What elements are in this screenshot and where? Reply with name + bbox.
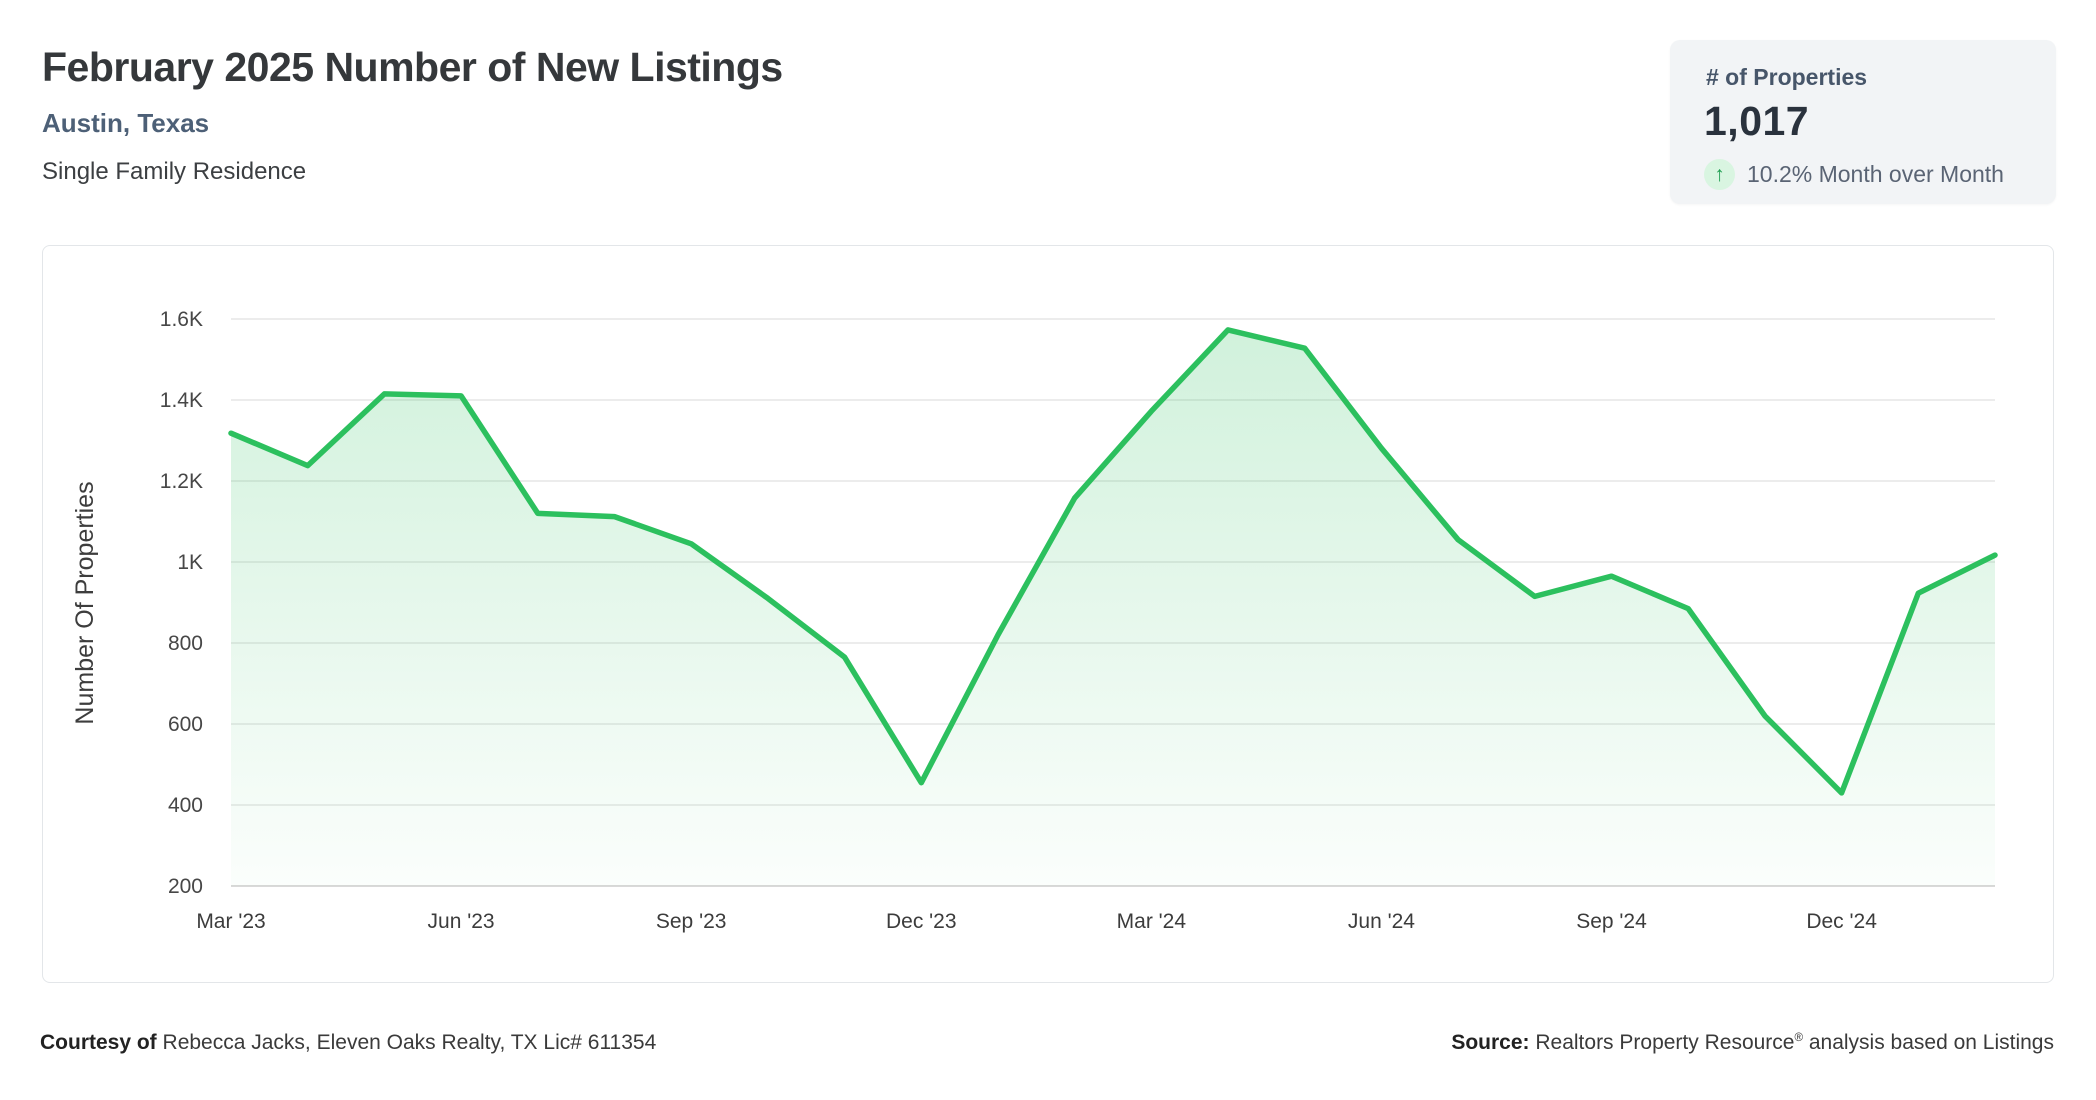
stat-label: # of Properties [1706, 64, 1868, 90]
y-tick-label: 1.2K [160, 470, 203, 493]
registered-mark: ® [1794, 1032, 1803, 1044]
x-tick-label: Mar '23 [196, 910, 265, 933]
series-area [231, 329, 1995, 886]
x-tick-label: Jun '24 [1348, 910, 1415, 933]
y-tick-label: 800 [168, 632, 203, 655]
x-tick-label: Sep '23 [656, 910, 727, 933]
stat-change-row: ↑ 10.2% Month over Month [1704, 159, 2004, 190]
y-axis-title: Number Of Properties [71, 481, 99, 724]
listings-line-chart: 200 400 600 800 1K 1.2K 1.4K 1.6K Mar '23 Jun '23… [71, 308, 1998, 933]
axis-labels: 200 400 600 800 1K 1.2K 1.4K 1.6K Mar '23 Jun '23… [160, 308, 1877, 933]
series-line [228, 327, 1998, 796]
source-label: Source: [1451, 1031, 1530, 1054]
y-tick-label: 200 [168, 875, 203, 898]
x-tick-label: Dec '24 [1806, 910, 1877, 933]
series-layer [228, 327, 1998, 886]
x-tick-label: Dec '23 [886, 910, 957, 933]
stat-change-text: 10.2% Month over Month [1747, 161, 2004, 187]
source-text: Realtors Property Resource [1529, 1031, 1795, 1054]
y-tick-label: 400 [168, 794, 203, 817]
property-type-subtitle: Single Family Residence [42, 158, 307, 185]
x-tick-label: Sep '24 [1576, 910, 1647, 933]
footer-source: Source: Realtors Property Resource® anal… [1451, 1031, 2054, 1055]
page-title: February 2025 Number of New Listings [42, 44, 783, 90]
y-tick-label: 1K [177, 551, 203, 574]
y-tick-label: 600 [168, 713, 203, 736]
properties-stat-card: # of Properties 1,017 ↑ 10.2% Month over… [1670, 40, 2056, 204]
location-subtitle: Austin, Texas [42, 108, 210, 138]
source-text-2: analysis based on Listings [1803, 1031, 2054, 1054]
y-tick-label: 1.4K [160, 389, 203, 412]
x-tick-label: Jun '23 [428, 910, 495, 933]
x-tick-label: Mar '24 [1117, 910, 1187, 933]
chart-card: 200 400 600 800 1K 1.2K 1.4K 1.6K Mar '23 Jun '23… [42, 245, 2054, 983]
stat-value: 1,017 [1704, 98, 1810, 144]
y-tick-label: 1.6K [160, 308, 203, 331]
courtesy-text: Rebecca Jacks, Eleven Oaks Realty, TX Li… [156, 1031, 657, 1054]
trend-up-icon: ↑ [1704, 159, 1735, 190]
footer-courtesy: Courtesy of Rebecca Jacks, Eleven Oaks R… [40, 1031, 656, 1055]
courtesy-label: Courtesy of [40, 1031, 157, 1054]
